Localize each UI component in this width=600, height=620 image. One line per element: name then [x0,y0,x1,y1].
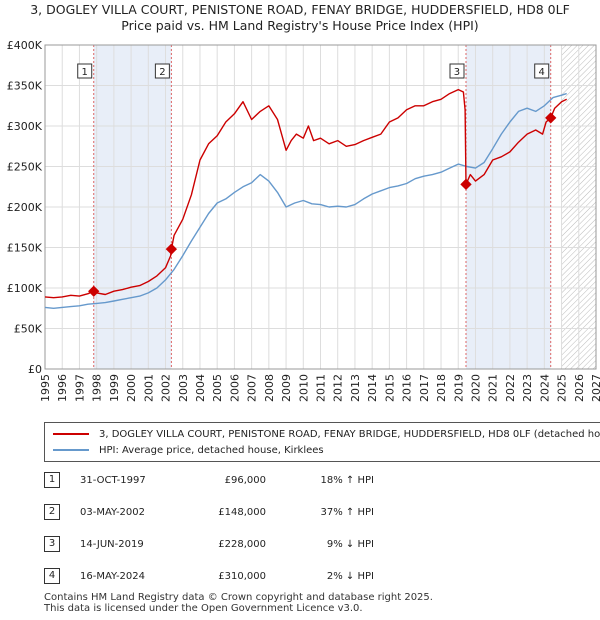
y-tick-label: £150K [7,242,43,255]
y-tick-label: £100K [7,282,43,295]
footer-licence: This data is licensed under the Open Gov… [44,603,363,614]
transaction-date: 31-OCT-1997 [80,475,146,486]
x-tick-label: 2003 [177,374,190,402]
table-row: 2 03-MAY-2002 £148,000 37% ↑ HPI [44,504,404,522]
x-tick-label: 2026 [573,374,586,402]
x-tick-label: 2020 [469,374,482,402]
transaction-label-box [154,63,170,79]
x-tick-label: 2027 [590,374,600,402]
x-tick-label: 2001 [142,374,155,402]
x-tick-label: 2015 [383,374,396,402]
price-chart: £0 £50K £100K £150K £200K £250K £300K £350K £400… [7,39,600,402]
y-tick-label: £50K [14,323,43,336]
transaction-number: 4 [44,568,60,584]
legend-label-hpi: HPI: Average price, detached house, Kirk… [99,445,324,456]
x-tick-label: 2013 [349,374,362,402]
x-tick-label: 2011 [315,374,328,402]
transaction-number: 3 [44,536,60,552]
transaction-price: £148,000 [218,507,266,518]
y-tick-label: £300K [7,120,43,133]
x-tick-label: 2006 [228,374,241,402]
transaction-label-box [77,63,93,79]
y-tick-label: £350K [7,80,43,93]
x-tick-label: 2007 [246,374,259,402]
x-tick-label: 2004 [194,374,207,402]
transaction-label-box [534,63,550,79]
transaction-label: 3 [454,67,460,78]
x-tick-label: 2018 [435,374,448,402]
x-tick-label: 2025 [556,374,569,402]
table-row: 3 14-JUN-2019 £228,000 9% ↓ HPI [44,536,404,554]
transaction-hpi-diff: 18% ↑ HPI [320,475,374,486]
x-tick-label: 1999 [108,374,121,402]
transaction-label-box [449,63,465,79]
transaction-number: 1 [44,472,60,488]
y-tick-label: £200K [7,201,43,214]
legend-label-property: 3, DOGLEY VILLA COURT, PENISTONE ROAD, F… [99,429,600,440]
transaction-point [165,243,178,255]
transaction-date: 03-MAY-2002 [80,507,146,518]
x-tick-label: 2019 [452,374,465,402]
transaction-hpi-diff: 2% ↓ HPI [326,571,374,582]
chart-legend: 3, DOGLEY VILLA COURT, PENISTONE ROAD, F… [44,422,600,462]
y-tick-label: £250K [7,161,43,174]
hpi-line [44,92,567,309]
transaction-price: £228,000 [218,539,266,550]
transaction-price: £96,000 [224,475,266,486]
y-tick-label: £400K [7,39,43,52]
x-tick-label: 1998 [91,374,104,402]
x-tick-label: 2008 [263,374,276,402]
transaction-number: 2 [44,504,60,520]
transaction-label: 4 [539,67,545,78]
x-tick-label: 1995 [39,374,52,402]
transaction-date: 16-MAY-2024 [80,571,146,582]
chart-title: 3, DOGLEY VILLA COURT, PENISTONE ROAD, F… [30,2,570,17]
x-tick-label: 1996 [56,374,69,402]
transaction-hpi-diff: 37% ↑ HPI [320,507,374,518]
transaction-point [460,178,472,190]
transaction-label: 2 [159,67,165,78]
legend-item-property: 3, DOGLEY VILLA COURT, PENISTONE ROAD, F… [53,427,600,443]
legend-swatch-hpi [53,449,89,451]
table-row: 1 31-OCT-1997 £96,000 18% ↑ HPI [44,472,404,490]
transaction-date: 14-JUN-2019 [80,539,144,550]
x-tick-label: 2000 [125,374,138,402]
transaction-price: £310,000 [218,571,266,582]
x-tick-label: 2005 [211,374,224,402]
x-tick-label: 2002 [160,374,173,402]
x-tick-label: 2014 [366,374,379,402]
legend-swatch-property [53,433,89,435]
transaction-label: 1 [82,67,88,78]
x-tick-label: 2009 [280,374,293,402]
plot-frame [44,44,597,370]
x-tick-label: 2021 [487,374,500,402]
legend-item-hpi: HPI: Average price, detached house, Kirk… [53,443,324,459]
property-price-line [44,88,567,299]
x-tick-label: 2022 [504,374,517,402]
x-tick-label: 2017 [418,374,431,402]
x-tick-label: 2012 [332,374,345,402]
x-tick-label: 2016 [401,374,414,402]
chart-subtitle: Price paid vs. HM Land Registry's House … [121,18,479,33]
x-tick-label: 2023 [521,374,534,402]
x-tick-label: 2024 [538,374,551,402]
x-tick-label: 1997 [73,374,86,402]
table-row: 4 16-MAY-2024 £310,000 2% ↓ HPI [44,568,404,586]
transaction-hpi-diff: 9% ↓ HPI [326,539,374,550]
y-tick-label: £0 [28,363,42,376]
footer-copyright: Contains HM Land Registry data © Crown c… [44,592,433,603]
x-tick-label: 2010 [297,374,310,402]
